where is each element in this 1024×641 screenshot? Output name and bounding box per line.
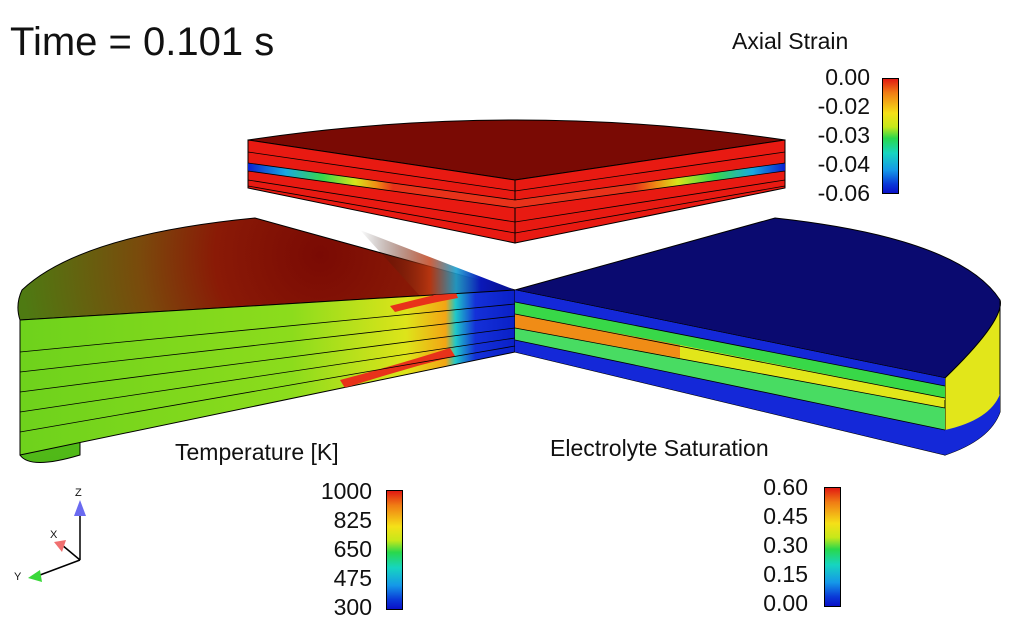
time-label: Time = 0.101 s	[10, 20, 275, 64]
electrolyte-tick-label: 0.30	[763, 532, 808, 558]
axial-strain-layer-lines	[247, 151, 786, 234]
temperature-hot-streak-upper	[390, 290, 458, 312]
electrolyte-tick-label: 0.60	[763, 474, 808, 500]
y-axis-arrow-icon	[28, 570, 42, 582]
temperature-tick-label: 650	[333, 536, 372, 562]
temperature-tick-label: 1000	[320, 478, 372, 504]
axial-strain-tick-label: -0.06	[817, 180, 870, 206]
x-axis-label: X	[50, 529, 58, 541]
axial-strain-colorbar	[882, 78, 899, 194]
temperature-tick-label: 475	[333, 565, 372, 591]
electrolyte-tick-label: 0.45	[763, 503, 808, 529]
x-axis-arrow-icon	[54, 540, 66, 552]
axis-triad	[28, 500, 86, 582]
temperature-hot-streak-lower	[340, 348, 455, 388]
temperature-colorbar	[386, 490, 403, 610]
electrolyte-wedge	[514, 217, 1001, 456]
z-axis-arrow-icon	[74, 500, 86, 516]
temperature-top-surface	[17, 217, 516, 321]
electrolyte-tick-label: 0.15	[763, 561, 808, 587]
temperature-layer-lines	[19, 303, 516, 433]
temperature-wedge	[17, 217, 516, 463]
temperature-tick-label: 300	[333, 594, 372, 620]
temperature-tick-label: 825	[333, 507, 372, 533]
y-axis-label: Y	[14, 571, 22, 583]
z-axis-label: Z	[75, 487, 82, 499]
axial-strain-strip-right	[515, 163, 785, 208]
axial-strain-tick-label: -0.04	[817, 151, 870, 177]
electrolyte-colorbar-title: Electrolyte Saturation	[550, 435, 769, 461]
axial-strain-wedge	[247, 119, 786, 244]
axial-strain-top-surface	[247, 119, 786, 181]
axial-strain-tick-label: 0.00	[825, 64, 870, 90]
axial-strain-tick-label: -0.03	[817, 122, 870, 148]
axial-strain-tick-label: -0.02	[817, 93, 870, 119]
electrolyte-colorbar	[824, 487, 841, 607]
electrolyte-tick-label: 0.00	[763, 590, 808, 616]
axial-strain-colorbar-title: Axial Strain	[732, 28, 849, 54]
temperature-top-cold-zone	[360, 230, 515, 296]
electrolyte-layer-lines	[514, 301, 946, 431]
axial-strain-strip-left	[248, 163, 515, 208]
temperature-colorbar-title: Temperature [K]	[175, 439, 339, 465]
